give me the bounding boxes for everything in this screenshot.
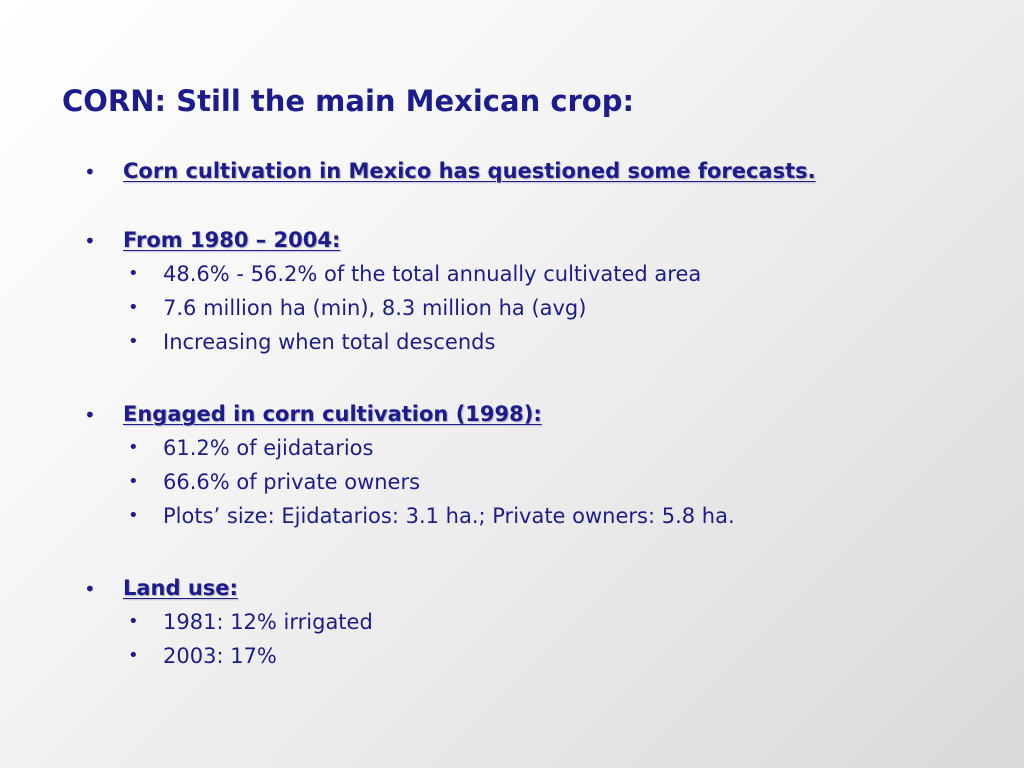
bullet-point-icon: •: [84, 160, 96, 184]
sub-bullet-point-icon: •: [128, 611, 139, 632]
sub-bullet-list: • 61.2% of ejidatarios • 66.6% of privat…: [123, 431, 960, 533]
sub-bullet-point-icon: •: [128, 437, 139, 458]
bullet-point-icon: •: [84, 229, 96, 253]
sub-bullet-item: • Plots’ size: Ejidatarios: 3.1 ha.; Pri…: [123, 499, 960, 533]
sub-bullet-text: Plots’ size: Ejidatarios: 3.1 ha.; Priva…: [163, 504, 735, 528]
sub-bullet-text: 61.2% of ejidatarios: [163, 436, 374, 460]
bullet-item-label: From 1980 – 2004:: [123, 228, 341, 252]
slide-title: CORN: Still the main Mexican crop:: [62, 84, 635, 118]
sub-bullet-point-icon: •: [128, 297, 139, 318]
sub-bullet-item: • 61.2% of ejidatarios: [123, 431, 960, 465]
bullet-item: • Engaged in corn cultivation (1998): • …: [80, 401, 960, 533]
sub-bullet-item: • 1981: 12% irrigated: [123, 605, 960, 639]
bullet-item: • Land use: • 1981: 12% irrigated • 2003…: [80, 575, 960, 673]
sub-bullet-list: • 1981: 12% irrigated • 2003: 17%: [123, 605, 960, 673]
bullet-point-icon: •: [84, 577, 96, 601]
sub-bullet-point-icon: •: [128, 471, 139, 492]
sub-bullet-point-icon: •: [128, 331, 139, 352]
bullet-item: • Corn cultivation in Mexico has questio…: [80, 158, 960, 185]
bullet-list: • Corn cultivation in Mexico has questio…: [80, 158, 960, 673]
bullet-item-label: Corn cultivation in Mexico has questione…: [123, 159, 816, 183]
sub-bullet-item: • 66.6% of private owners: [123, 465, 960, 499]
sub-bullet-list: • 48.6% - 56.2% of the total annually cu…: [123, 257, 960, 359]
bullet-point-icon: •: [84, 403, 96, 427]
sub-bullet-text: 66.6% of private owners: [163, 470, 421, 494]
sub-bullet-text: 48.6% - 56.2% of the total annually cult…: [163, 262, 702, 286]
bullet-item: • From 1980 – 2004: • 48.6% - 56.2% of t…: [80, 227, 960, 359]
sub-bullet-item: • 48.6% - 56.2% of the total annually cu…: [123, 257, 960, 291]
sub-bullet-text: 2003: 17%: [163, 644, 277, 668]
bullet-item-label: Land use:: [123, 576, 238, 600]
bullet-item-label: Engaged in corn cultivation (1998):: [123, 402, 542, 426]
sub-bullet-item: • Increasing when total descends: [123, 325, 960, 359]
sub-bullet-point-icon: •: [128, 263, 139, 284]
sub-bullet-text: 7.6 million ha (min), 8.3 million ha (av…: [163, 296, 587, 320]
sub-bullet-text: Increasing when total descends: [163, 330, 496, 354]
sub-bullet-item: • 2003: 17%: [123, 639, 960, 673]
sub-bullet-point-icon: •: [128, 505, 139, 526]
sub-bullet-item: • 7.6 million ha (min), 8.3 million ha (…: [123, 291, 960, 325]
sub-bullet-text: 1981: 12% irrigated: [163, 610, 373, 634]
sub-bullet-point-icon: •: [128, 645, 139, 666]
